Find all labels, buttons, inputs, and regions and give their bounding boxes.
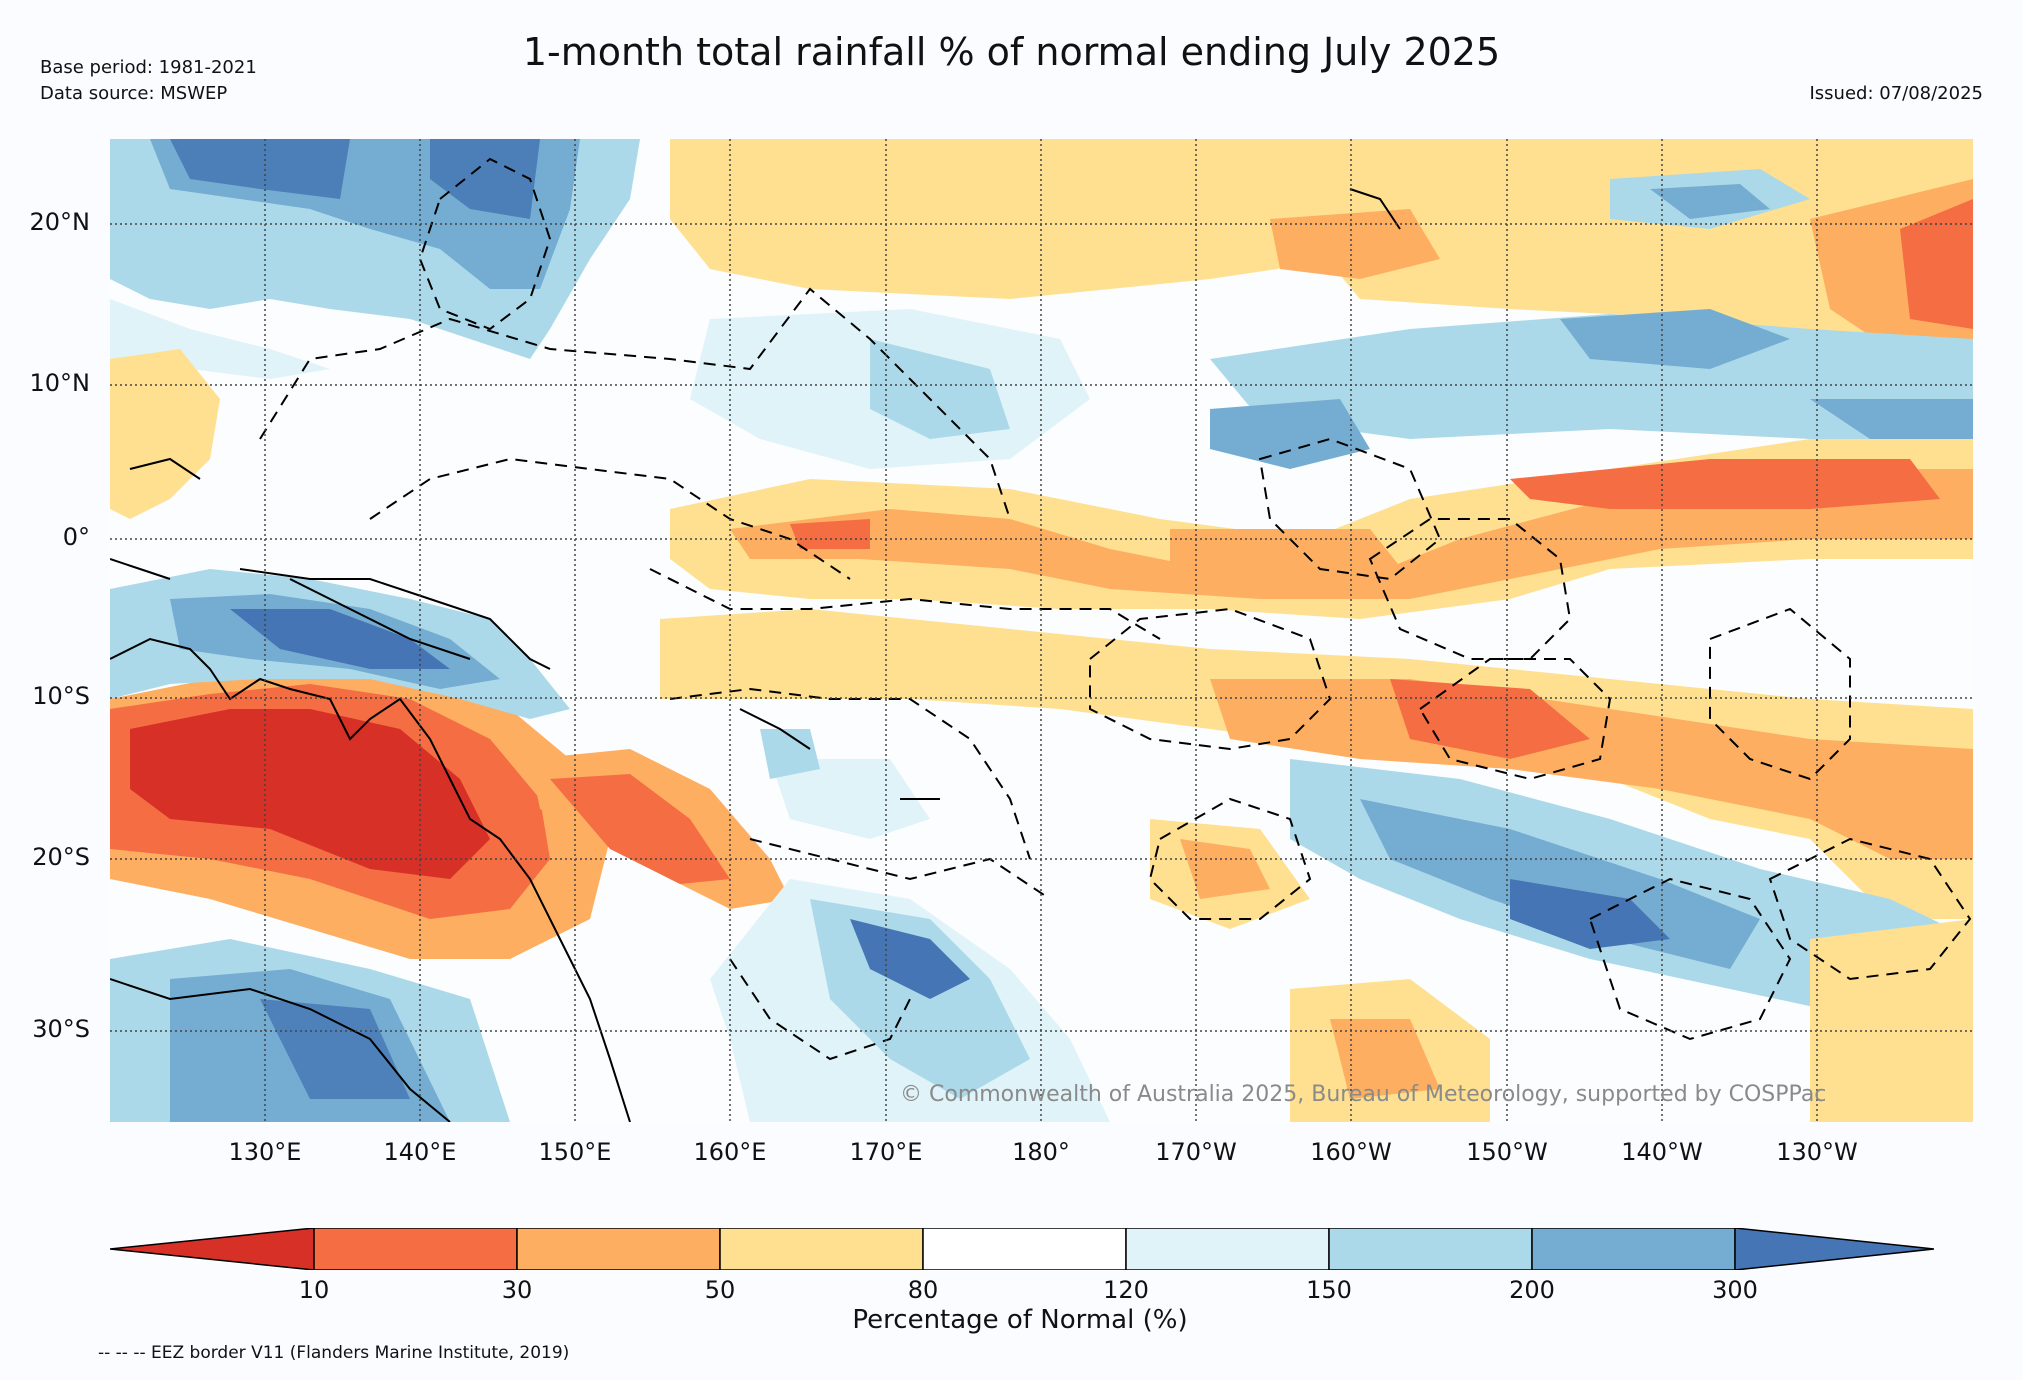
lon-label-130e: 130°E — [228, 1138, 302, 1166]
lon-label-180: 180° — [1012, 1138, 1070, 1166]
lon-label-160w: 160°W — [1310, 1138, 1392, 1166]
dry-region-southeast — [1150, 819, 1973, 1122]
colorbar-segment-10-30 — [313, 1228, 518, 1270]
colorbar-tick-50: 50 — [704, 1276, 736, 1304]
lat-label-30s: 30°S — [32, 1015, 90, 1043]
lat-label-0: 0° — [62, 523, 90, 551]
eez-borders — [259, 157, 1972, 1061]
colorbar-tick-150: 150 — [1306, 1276, 1352, 1304]
dry-region-maritime — [110, 349, 220, 519]
graticule — [110, 139, 1973, 1122]
colorbar-tick-80: 80 — [907, 1276, 939, 1304]
colorbar-segment-below-10 — [110, 1228, 315, 1270]
lon-label-140e: 140°E — [383, 1138, 457, 1166]
lat-label-10n: 10°N — [29, 369, 91, 397]
rainfall-map — [110, 139, 1973, 1122]
colorbar-segment-200-300 — [1531, 1228, 1736, 1270]
colorbar-tick-10: 10 — [298, 1276, 330, 1304]
lat-label-20n: 20°N — [29, 208, 91, 236]
lon-label-170e: 170°E — [849, 1138, 923, 1166]
rainfall-map-svg — [110, 139, 1973, 1122]
data-source-text: Data source: MSWEP — [40, 83, 228, 104]
dry-band-south — [660, 529, 1973, 919]
wet-region-nw — [110, 139, 640, 379]
wet-band-north — [690, 169, 1973, 469]
dry-region-north — [670, 139, 1973, 359]
colorbar-tick-200: 200 — [1509, 1276, 1555, 1304]
colorbar-segment-above-300 — [1734, 1228, 1934, 1270]
colorbar-tick-120: 120 — [1103, 1276, 1149, 1304]
coastlines — [110, 188, 1401, 1122]
lon-label-150w: 150°W — [1466, 1138, 1548, 1166]
eez-border-note: -- -- -- EEZ border V11 (Flanders Marine… — [98, 1343, 570, 1363]
lon-label-170w: 170°W — [1155, 1138, 1237, 1166]
colorbar-segment-30-50 — [516, 1228, 721, 1270]
colorbar-tick-30: 30 — [501, 1276, 533, 1304]
colorbar — [110, 1228, 1934, 1270]
dry-band-equatorial — [670, 439, 1973, 619]
colorbar-segment-150-200 — [1328, 1228, 1533, 1270]
colorbar-segment-80-120 — [922, 1228, 1127, 1270]
wet-region-coral-sea — [110, 569, 570, 719]
lat-label-20s: 20°S — [32, 843, 90, 871]
lon-label-150e: 150°E — [538, 1138, 612, 1166]
meta-left: Base period: 1981-2021 Data source: MSWE… — [40, 55, 257, 107]
colorbar-tick-300: 300 — [1712, 1276, 1758, 1304]
lon-label-160e: 160°E — [693, 1138, 767, 1166]
lon-label-140w: 140°W — [1621, 1138, 1703, 1166]
colorbar-label: Percentage of Normal (%) — [852, 1305, 1188, 1335]
dry-region-australia — [110, 669, 790, 959]
base-period-text: Base period: 1981-2021 — [40, 57, 257, 78]
lon-label-130w: 130°W — [1776, 1138, 1858, 1166]
colorbar-segment-50-80 — [719, 1228, 924, 1270]
colorbar-segment-120-150 — [1125, 1228, 1330, 1270]
map-title: 1-month total rainfall % of normal endin… — [522, 30, 1501, 74]
lat-label-10s: 10°S — [32, 682, 90, 710]
copyright-notice: © Commonwealth of Australia 2025, Bureau… — [900, 1082, 1827, 1107]
issued-date: Issued: 07/08/2025 — [1809, 83, 1983, 104]
